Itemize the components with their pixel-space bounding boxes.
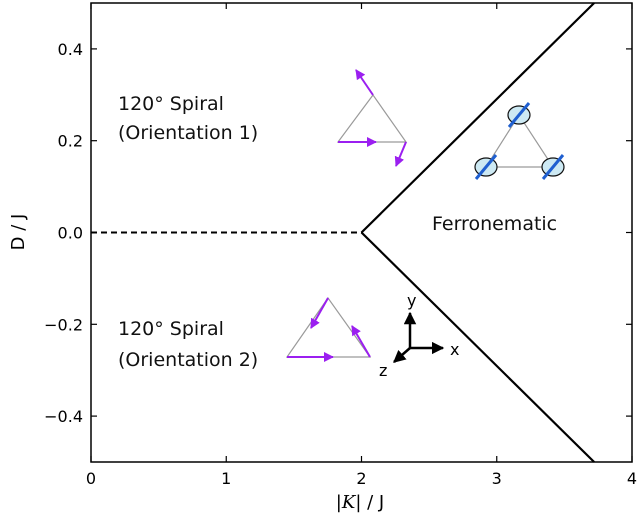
phase-boundaries (91, 2, 595, 463)
spiral-1-label-line1: 120° Spiral (118, 93, 224, 115)
x-axis-label-k: K (341, 492, 357, 513)
y-tick-label-2: 0.0 (58, 224, 83, 243)
spiral-1-label-line2: (Orientation 1) (118, 122, 258, 144)
y-tick-label-4: 0.4 (58, 40, 83, 59)
x-tick-label-1: 1 (221, 469, 231, 488)
x-tick-label-3: 3 (492, 469, 502, 488)
axis-z-letter: z (379, 361, 387, 380)
x-axis-label-rest: / J (361, 492, 384, 513)
x-axis-label-bar-right: | (355, 492, 361, 513)
spiral-2-label-line1: 120° Spiral (118, 318, 224, 340)
ferronematic-triangle-icon (474, 102, 565, 180)
spiral-2-triangle-icon (285, 296, 372, 362)
x-axis-label: |K| / J (336, 492, 384, 513)
x-tick-label-2: 2 (356, 469, 366, 488)
phase-line-0 (360, 2, 595, 234)
axis-y-letter: y (407, 291, 416, 310)
x-axis-label-bar-left: | (336, 492, 342, 513)
coordinate-axes-icon: y x z (379, 291, 459, 380)
axis-x-letter: x (450, 340, 459, 359)
axis-ticks: 0 1 2 3 4 −0.4 −0.2 0.0 0.2 0.4 (44, 3, 637, 488)
ferronematic-label: Ferronematic (432, 213, 557, 235)
y-tick-label-0: −0.4 (44, 407, 83, 426)
x-tick-label-4: 4 (627, 469, 637, 488)
y-tick-label-1: −0.2 (44, 315, 83, 334)
x-tick-label-0: 0 (86, 469, 96, 488)
phase-line-1 (360, 231, 595, 463)
spiral-2-label-line2: (Orientation 2) (118, 349, 258, 371)
y-axis-label: D / J (8, 214, 29, 251)
spiral-1-triangle-icon (336, 69, 408, 167)
y-tick-label-3: 0.2 (58, 132, 83, 151)
plot-frame (90, 2, 633, 463)
